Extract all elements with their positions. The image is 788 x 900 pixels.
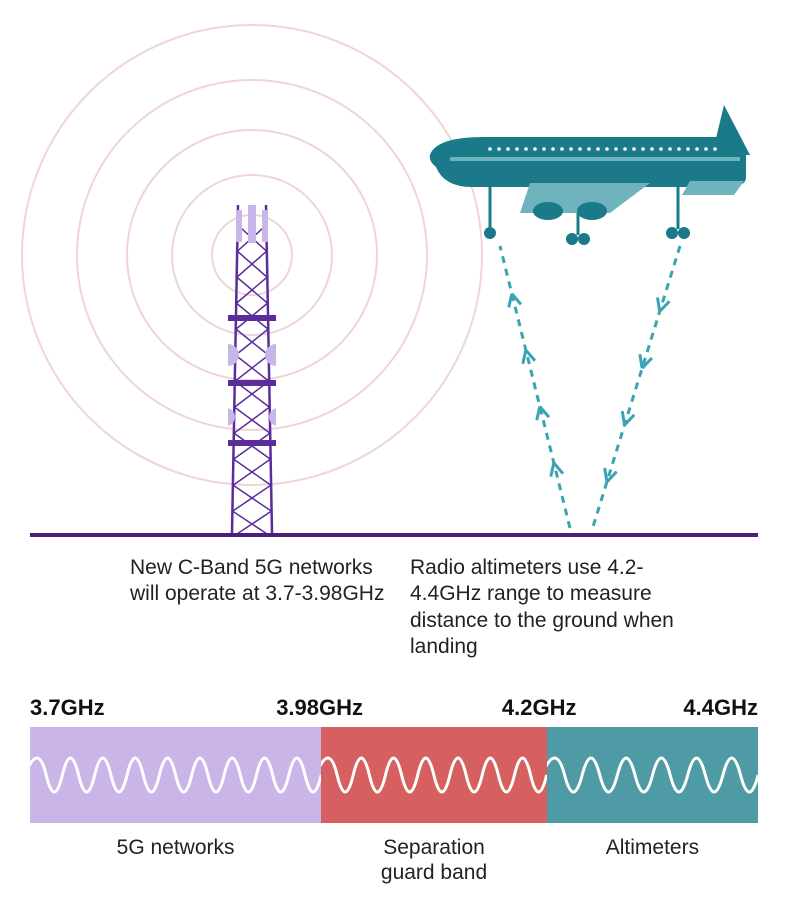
band-label-b2: Separationguard band	[321, 835, 547, 885]
freq-label-1: 3.7GHz	[30, 695, 105, 721]
band-labels: 5G networksSeparationguard bandAltimeter…	[30, 835, 758, 885]
band-label-b1: 5G networks	[30, 835, 321, 885]
caption-altimeter: Radio altimeters use 4.2-4.4GHz range to…	[410, 555, 710, 660]
illustration-scene: New C-Band 5G networks will operate at 3…	[0, 0, 788, 560]
freq-label-4: 4.4GHz	[683, 695, 758, 721]
frequency-labels: 3.7GHz 3.98GHz 4.2GHz 4.4GHz	[30, 695, 758, 727]
spectrum-bands	[30, 727, 758, 823]
freq-label-3: 4.2GHz	[502, 695, 577, 721]
caption-5g: New C-Band 5G networks will operate at 3…	[130, 555, 390, 608]
band-b3	[547, 727, 758, 823]
band-b2	[321, 727, 547, 823]
altimeter-beams	[0, 0, 788, 560]
band-b1	[30, 727, 321, 823]
spectrum-diagram: 3.7GHz 3.98GHz 4.2GHz 4.4GHz 5G networks…	[30, 695, 758, 885]
freq-label-2: 3.98GHz	[276, 695, 363, 721]
band-label-b3: Altimeters	[547, 835, 758, 885]
ground-line	[30, 533, 758, 537]
